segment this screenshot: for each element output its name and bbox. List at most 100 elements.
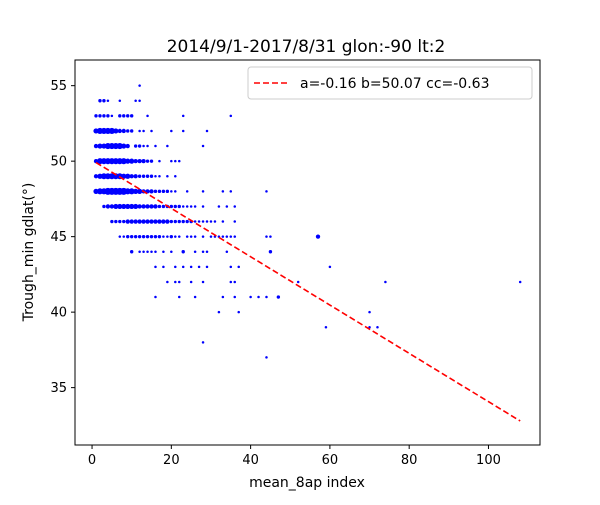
x-tick-label: 80 [401, 453, 418, 468]
data-point [174, 175, 177, 178]
data-point [181, 205, 185, 208]
data-point [154, 250, 157, 253]
data-point [153, 204, 158, 209]
data-point [129, 158, 135, 164]
data-point [193, 250, 197, 253]
data-point [201, 250, 205, 253]
y-tick-label: 35 [50, 381, 67, 396]
data-point [133, 188, 139, 194]
data-point [138, 250, 141, 253]
data-point [157, 219, 162, 224]
y-tick-label: 45 [50, 230, 67, 245]
data-point [133, 219, 138, 224]
data-point [229, 265, 233, 269]
data-point [157, 189, 162, 194]
data-point [178, 159, 181, 163]
data-point [141, 174, 146, 178]
data-point [122, 219, 126, 224]
data-point [149, 159, 154, 163]
data-point [181, 265, 185, 269]
data-point [166, 235, 169, 238]
data-point [174, 190, 177, 193]
data-point [146, 114, 149, 118]
data-point [141, 234, 146, 239]
data-point [368, 310, 371, 314]
data-point [120, 158, 127, 165]
data-point [129, 203, 135, 210]
data-point [105, 204, 111, 209]
data-point [129, 234, 134, 239]
data-point [110, 114, 114, 118]
data-point [125, 143, 130, 149]
data-point [181, 114, 185, 118]
data-point [315, 234, 321, 239]
data-point [161, 219, 166, 224]
data-point [121, 143, 127, 149]
data-point [146, 144, 149, 148]
data-point [193, 205, 197, 208]
data-point [201, 144, 205, 148]
data-point [178, 235, 181, 238]
data-point [209, 220, 213, 223]
fit-line-layer [95, 161, 521, 422]
chart-title: 2014/9/1-2017/8/31 glon:-90 lt:2 [167, 37, 446, 57]
data-point [178, 295, 181, 299]
data-point [154, 265, 157, 269]
data-point [193, 235, 197, 238]
data-point [137, 219, 142, 224]
x-tick-label: 40 [242, 453, 259, 468]
data-point [106, 114, 110, 118]
data-point [257, 295, 260, 299]
data-point [276, 295, 281, 299]
data-point [237, 310, 240, 314]
data-point [118, 235, 122, 238]
data-point [225, 205, 229, 208]
data-point [189, 280, 193, 284]
data-point [117, 203, 123, 210]
data-point [109, 204, 115, 209]
data-point [162, 250, 165, 253]
data-point [98, 114, 102, 118]
data-point [174, 265, 177, 269]
data-point [125, 219, 130, 224]
data-point [126, 234, 130, 239]
data-point [129, 174, 134, 179]
data-point [118, 219, 122, 224]
data-point [265, 190, 268, 193]
data-point [213, 220, 217, 223]
data-point [162, 235, 165, 238]
axes-frame [74, 59, 541, 446]
data-point [233, 280, 237, 284]
data-point [137, 174, 142, 178]
data-point [150, 250, 153, 253]
data-point [134, 99, 137, 103]
data-point [209, 235, 213, 238]
data-point [153, 219, 158, 224]
data-point [145, 234, 150, 239]
data-point [217, 310, 221, 314]
data-point [221, 190, 225, 193]
y-tick-label: 55 [50, 79, 67, 94]
data-point [170, 190, 173, 193]
data-point [217, 205, 221, 208]
data-point [170, 250, 173, 253]
data-point [125, 158, 131, 164]
data-point [138, 129, 141, 133]
data-point [154, 144, 157, 148]
data-point [169, 234, 174, 239]
data-point [118, 114, 122, 118]
x-axis-label: mean_8ap index [249, 475, 365, 491]
data-point [173, 204, 177, 209]
data-point [368, 325, 371, 329]
data-point [268, 250, 273, 254]
data-point [93, 174, 99, 179]
data-point [150, 129, 153, 133]
data-point [113, 128, 119, 134]
data-point [142, 129, 145, 133]
data-point [162, 265, 165, 269]
data-point [153, 189, 158, 194]
data-point [173, 219, 177, 224]
data-point [102, 114, 106, 118]
data-point [133, 159, 138, 164]
data-point [201, 280, 205, 284]
